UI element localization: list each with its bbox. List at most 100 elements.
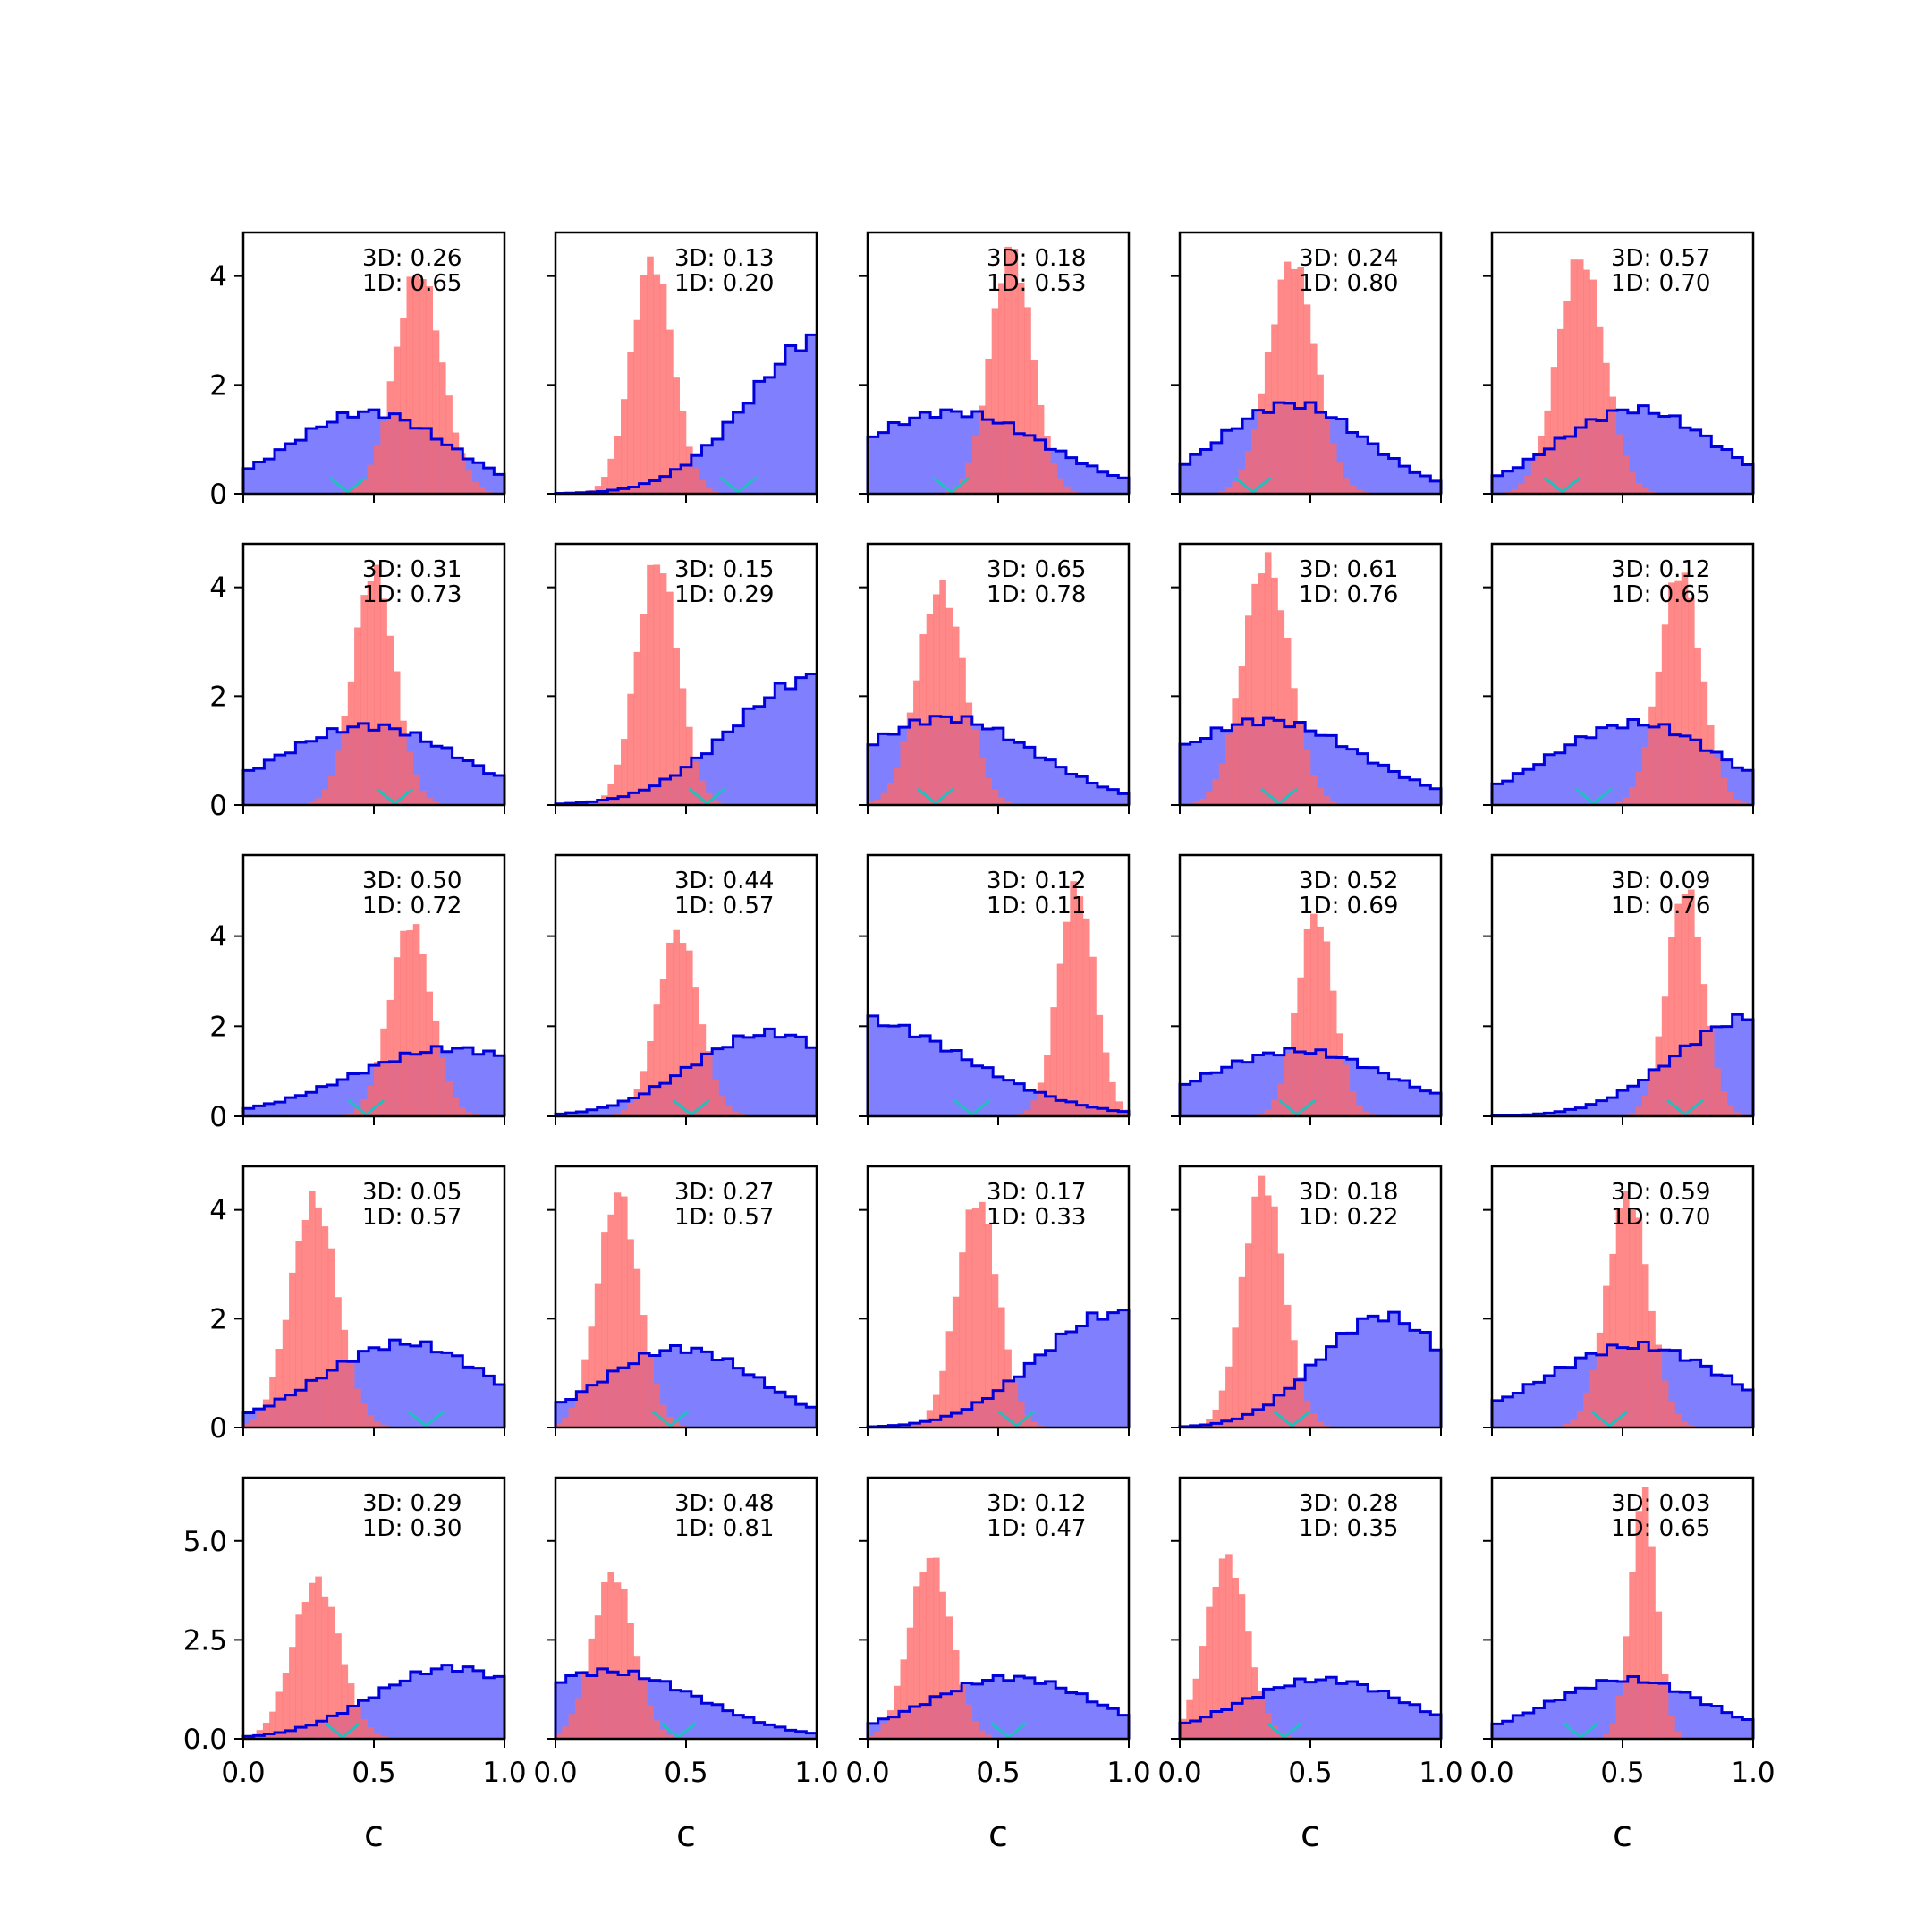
narrow-bar [1115,1101,1123,1116]
broad-bar [743,1037,755,1116]
narrow-bar [1570,1419,1578,1428]
broad-bar [1586,737,1597,805]
annotation-line: 3D: 0.18 [987,245,1086,272]
broad-bar [284,752,296,805]
narrow-bar [1668,582,1675,805]
narrow-bar [367,1727,375,1739]
narrow-bar [666,1734,674,1739]
narrow-bar [1238,1276,1246,1428]
narrow-bar [1623,1636,1630,1739]
narrow-bar [952,486,960,494]
annotation-line: 3D: 0.15 [674,556,774,583]
narrow-bar [1218,490,1226,494]
narrow-bar [1277,1253,1285,1428]
broad-bar [1368,763,1379,805]
broad-bar [410,1345,422,1428]
narrow-bar [243,1423,250,1428]
broad-bar [1742,1019,1754,1116]
broad-bar [1118,478,1130,494]
broad-bar [1680,1360,1691,1428]
narrow-bar [712,1079,719,1116]
narrow-bar [913,1586,920,1739]
narrow-bar [471,482,479,494]
annotation-line: 3D: 0.18 [1299,1179,1398,1206]
narrow-bar [653,1720,661,1739]
estimate-marker [688,787,726,805]
broad-bar [733,1715,744,1739]
broad-bar [1211,442,1223,494]
broad-bar [1690,1360,1702,1428]
narrow-bar [275,1349,284,1428]
narrow-bar [627,1239,634,1428]
narrow-bar [686,446,693,494]
narrow-bar [1343,478,1351,494]
narrow-bar [633,1089,641,1116]
broad-bar [1118,1715,1130,1739]
narrow-bar [913,680,920,805]
annotation-line: 3D: 0.59 [1611,1179,1710,1206]
broad-bar [691,1348,703,1428]
x-tick-label: 1.0 [1419,1757,1462,1789]
narrow-bar [1271,1099,1278,1116]
narrow-bar [581,1359,589,1428]
narrow-bar [985,1224,992,1428]
narrow-bar [1218,763,1226,805]
narrow-bar [594,1283,602,1428]
narrow-bar [705,1051,713,1116]
narrow-bar [1291,268,1298,494]
broad-bar [1399,466,1411,494]
narrow-bar [1199,798,1207,805]
narrow-bar [659,1404,667,1428]
narrow-bar [400,720,407,805]
broad-bar [1732,1014,1743,1116]
narrow-bar [679,688,687,805]
narrow-bar [354,1388,361,1428]
narrow-bar [439,1057,446,1116]
narrow-bar [426,286,433,494]
broad-bar [1221,1067,1233,1116]
broad-bar [243,770,255,805]
broad-bar [483,1376,495,1428]
narrow-bar [705,792,713,805]
narrow-bar [1583,1392,1590,1428]
broad-bar [1555,752,1566,805]
narrow-bar [1004,246,1012,494]
narrow-bar [1297,267,1304,494]
broad-bar [1533,1707,1545,1739]
narrow-bar [335,750,342,805]
broad-outline [866,1674,1131,1739]
narrow-bar [640,1680,648,1739]
narrow-bar [1576,1410,1584,1428]
broad-bar [806,1047,818,1116]
broad-bar [1700,1704,1712,1739]
narrow-bar [647,1041,654,1116]
broad-bar [930,1041,942,1116]
narrow-bar [933,1557,940,1739]
broad-bar [712,1704,724,1739]
broad-outline [554,1667,818,1739]
broad-bar [389,1684,401,1739]
narrow-bar [360,479,368,494]
narrow-bar [666,591,674,805]
broad-bar [1336,1683,1348,1739]
narrow-bar [400,930,407,1116]
broad-bar [441,748,453,805]
x-tick-label: 1.0 [1106,1757,1150,1789]
x-axis-label: c [364,1814,384,1855]
broad-bar [264,1103,275,1116]
broad-bar [868,1015,879,1116]
broad-bar [1555,1111,1566,1116]
narrow-bar [1524,475,1532,494]
narrow-bar [900,1659,908,1739]
broad-bar [743,708,755,805]
narrow-bar [458,1107,466,1116]
narrow-bar [315,1576,322,1739]
narrow-bar [426,991,433,1116]
narrow-bar [1089,956,1097,1116]
narrow-bar [1362,1111,1369,1116]
broad-bar [1742,1719,1754,1739]
broad-bar [1055,767,1067,805]
narrow-bar [354,627,361,805]
